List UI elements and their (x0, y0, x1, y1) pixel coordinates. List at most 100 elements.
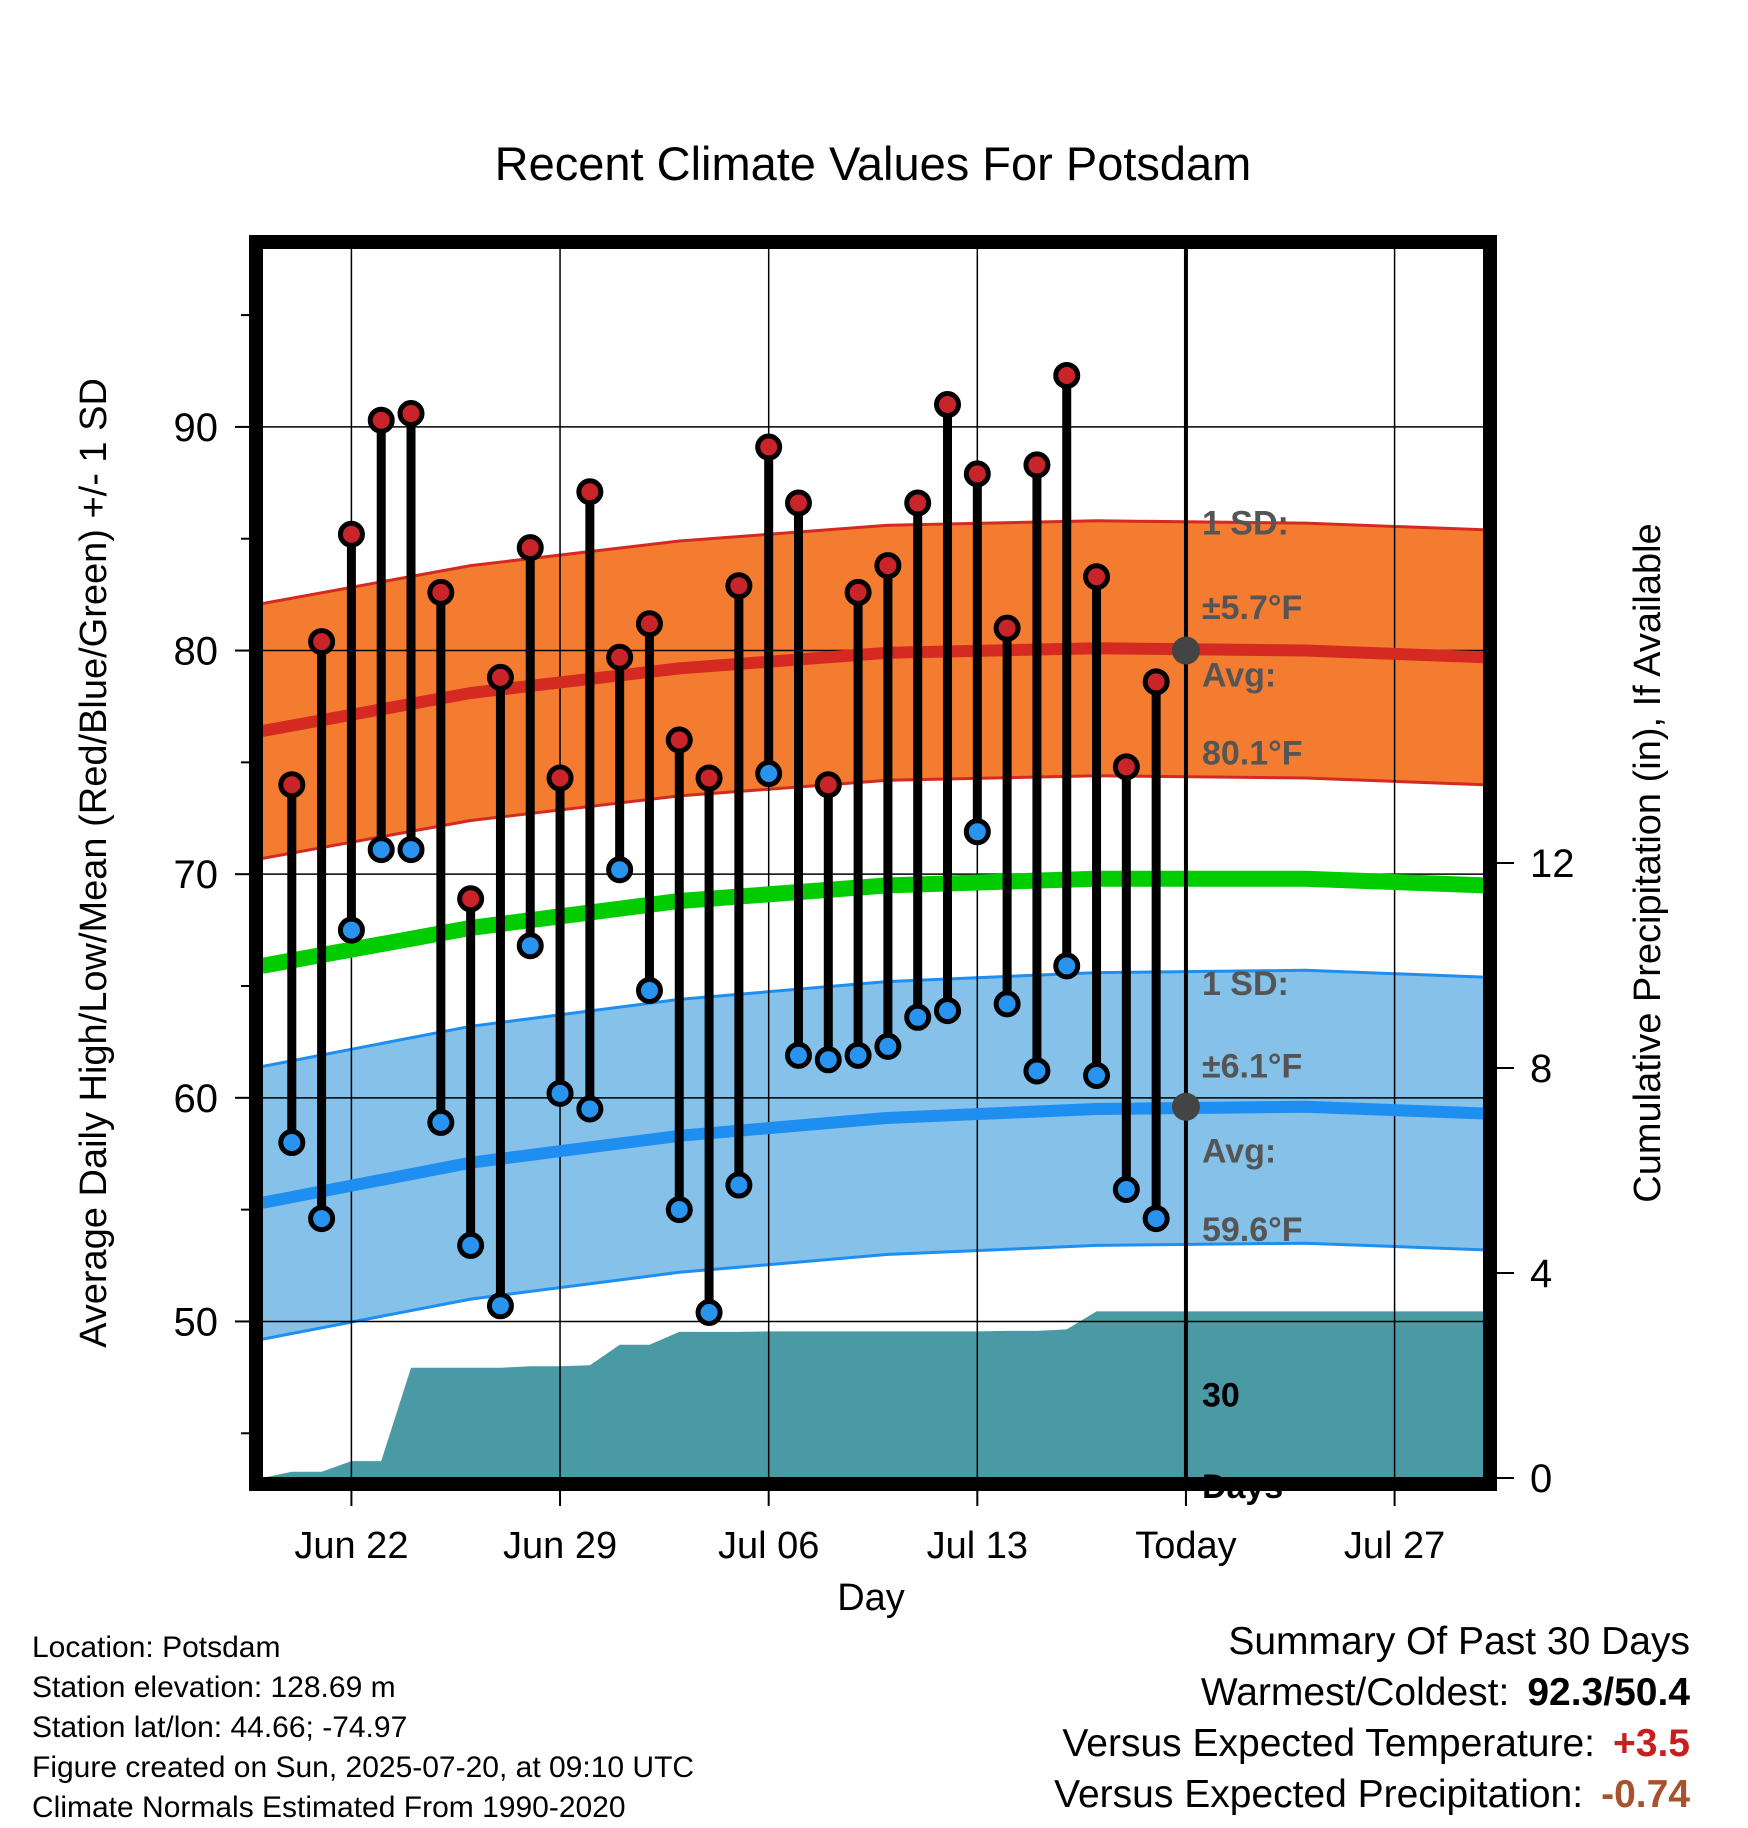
plot-area (262, 248, 1484, 1478)
daily-high-dot (606, 643, 634, 671)
daily-high-dot (635, 610, 663, 638)
daily-low-dot (1083, 1061, 1111, 1089)
daily-low-dot (814, 1046, 842, 1074)
annotation-high-avg-line2: 80.1°F (1202, 735, 1303, 773)
daily-high-dot (367, 406, 395, 434)
annotation-low-avg-line1: Avg: (1202, 1133, 1276, 1171)
summary-panel: Summary Of Past 30 Days Warmest/Coldest:… (1054, 1616, 1690, 1820)
daily-high-dot (457, 885, 485, 913)
info-elevation: Station elevation: 128.69 m (32, 1671, 396, 1704)
daily-low-dot (516, 932, 544, 960)
daily-low-dot (725, 1171, 753, 1199)
daily-low-dot (278, 1129, 306, 1157)
temp-value: +3.5 (1613, 1722, 1690, 1765)
station-info: Location: Potsdam Station elevation: 128… (32, 1628, 694, 1828)
daily-high-dot (1083, 563, 1111, 591)
daily-high-dot (278, 771, 306, 799)
daily-low-dot (874, 1032, 902, 1060)
daily-high-dot (397, 399, 425, 427)
daily-high-dot (337, 520, 365, 548)
daily-high-dot (844, 578, 872, 606)
y2-tick-label: 4 (1530, 1252, 1552, 1296)
daily-low-dot (457, 1231, 485, 1259)
daily-high-dot (934, 391, 962, 419)
daily-high-dot (665, 726, 693, 754)
daily-low-dot (635, 976, 663, 1004)
x-tick-label: Jul 06 (718, 1525, 819, 1567)
daily-low-dot (367, 836, 395, 864)
info-created: Figure created on Sun, 2025-07-20, at 09… (32, 1751, 695, 1784)
daily-high-dot (1112, 753, 1140, 781)
y-tick-label: 70 (174, 853, 219, 897)
annotation-high-avg-line1: Avg: (1202, 656, 1276, 694)
plot-frame (249, 235, 1497, 1491)
low-sd-band (262, 970, 1484, 1340)
y-tick-label: 90 (174, 406, 219, 450)
daily-high-dot (904, 489, 932, 517)
annotation-low-sd-line1: 1 SD: (1202, 965, 1289, 1003)
low-sd-lower-edge (262, 1241, 1484, 1341)
daily-high-dot (874, 552, 902, 580)
annotation-low-sd-line2: ±6.1°F (1202, 1048, 1302, 1086)
daily-low-dot (784, 1041, 812, 1069)
precip-value: -0.74 (1601, 1773, 1690, 1816)
x-tick-label: Jul 13 (927, 1525, 1028, 1567)
daily-low-dot (397, 836, 425, 864)
daily-low-dot (963, 818, 991, 846)
y2-tick-label: 0 (1530, 1457, 1552, 1501)
x-tick-label: Jul 27 (1344, 1525, 1445, 1567)
daily-low-dot (904, 1003, 932, 1031)
annotation-days-line1: 30 (1202, 1376, 1240, 1414)
daily-low-dot (308, 1205, 336, 1233)
daily-high-dot (755, 433, 783, 461)
daily-low-dot (755, 760, 783, 788)
today-high-avg-marker (1171, 636, 1200, 665)
y-tick-label: 50 (174, 1300, 219, 1344)
info-location: Location: Potsdam (32, 1631, 281, 1664)
daily-low-dot (486, 1292, 514, 1320)
summary-warm-cold: Warmest/Coldest: 92.3/50.4 (1054, 1667, 1690, 1718)
warm-cold-label: Warmest/Coldest: (1200, 1671, 1510, 1714)
daily-low-dot (1023, 1057, 1051, 1085)
daily-high-dot (576, 478, 604, 506)
x-tick-label: Today (1135, 1525, 1236, 1567)
daily-high-dot (725, 572, 753, 600)
x-tick-label: Jun 29 (503, 1525, 617, 1567)
daily-high-dot (308, 628, 336, 656)
daily-low-dot (576, 1095, 604, 1123)
annotation-high-sd-line2: ±5.7°F (1202, 589, 1302, 627)
daily-high-dot (993, 614, 1021, 642)
info-latlon: Station lat/lon: 44.66; -74.97 (32, 1711, 408, 1744)
daily-low-dot (934, 997, 962, 1025)
daily-high-dot (1142, 668, 1170, 696)
precip-area (262, 1311, 1484, 1478)
daily-low-dot (1112, 1176, 1140, 1204)
daily-low-dot (337, 916, 365, 944)
daily-low-dot (844, 1041, 872, 1069)
daily-high-dot (427, 578, 455, 606)
daily-low-dot (665, 1196, 693, 1224)
daily-low-dot (606, 856, 634, 884)
summary-precip: Versus Expected Precipitation: -0.74 (1054, 1769, 1690, 1820)
y2-tick-label: 12 (1530, 842, 1575, 886)
daily-high-dot (963, 460, 991, 488)
daily-high-dot (784, 489, 812, 517)
daily-low-dot (1053, 952, 1081, 980)
daily-low-dot (546, 1079, 574, 1107)
x-axis-label: Day (837, 1577, 905, 1619)
daily-low-dot (993, 990, 1021, 1018)
warm-cold-value: 92.3/50.4 (1527, 1671, 1690, 1714)
info-normals: Climate Normals Estimated From 1990-2020 (32, 1791, 626, 1824)
annotation-low-avg-line2: 59.6°F (1202, 1211, 1303, 1249)
daily-low-dot (695, 1299, 723, 1327)
x-tick-label: Jun 22 (294, 1525, 408, 1567)
y2-axis-label: Cumulative Precipitation (in), If Availa… (1627, 523, 1669, 1202)
daily-high-dot (546, 764, 574, 792)
annotation-high-sd-line1: 1 SD: (1202, 504, 1289, 542)
y2-tick-label: 8 (1530, 1047, 1552, 1091)
y-tick-label: 60 (174, 1077, 219, 1121)
y-tick-label: 80 (174, 630, 219, 674)
y-axis-label: Average Daily High/Low/Mean (Red/Blue/Gr… (73, 378, 115, 1348)
precip-label: Versus Expected Precipitation: (1054, 1773, 1584, 1816)
